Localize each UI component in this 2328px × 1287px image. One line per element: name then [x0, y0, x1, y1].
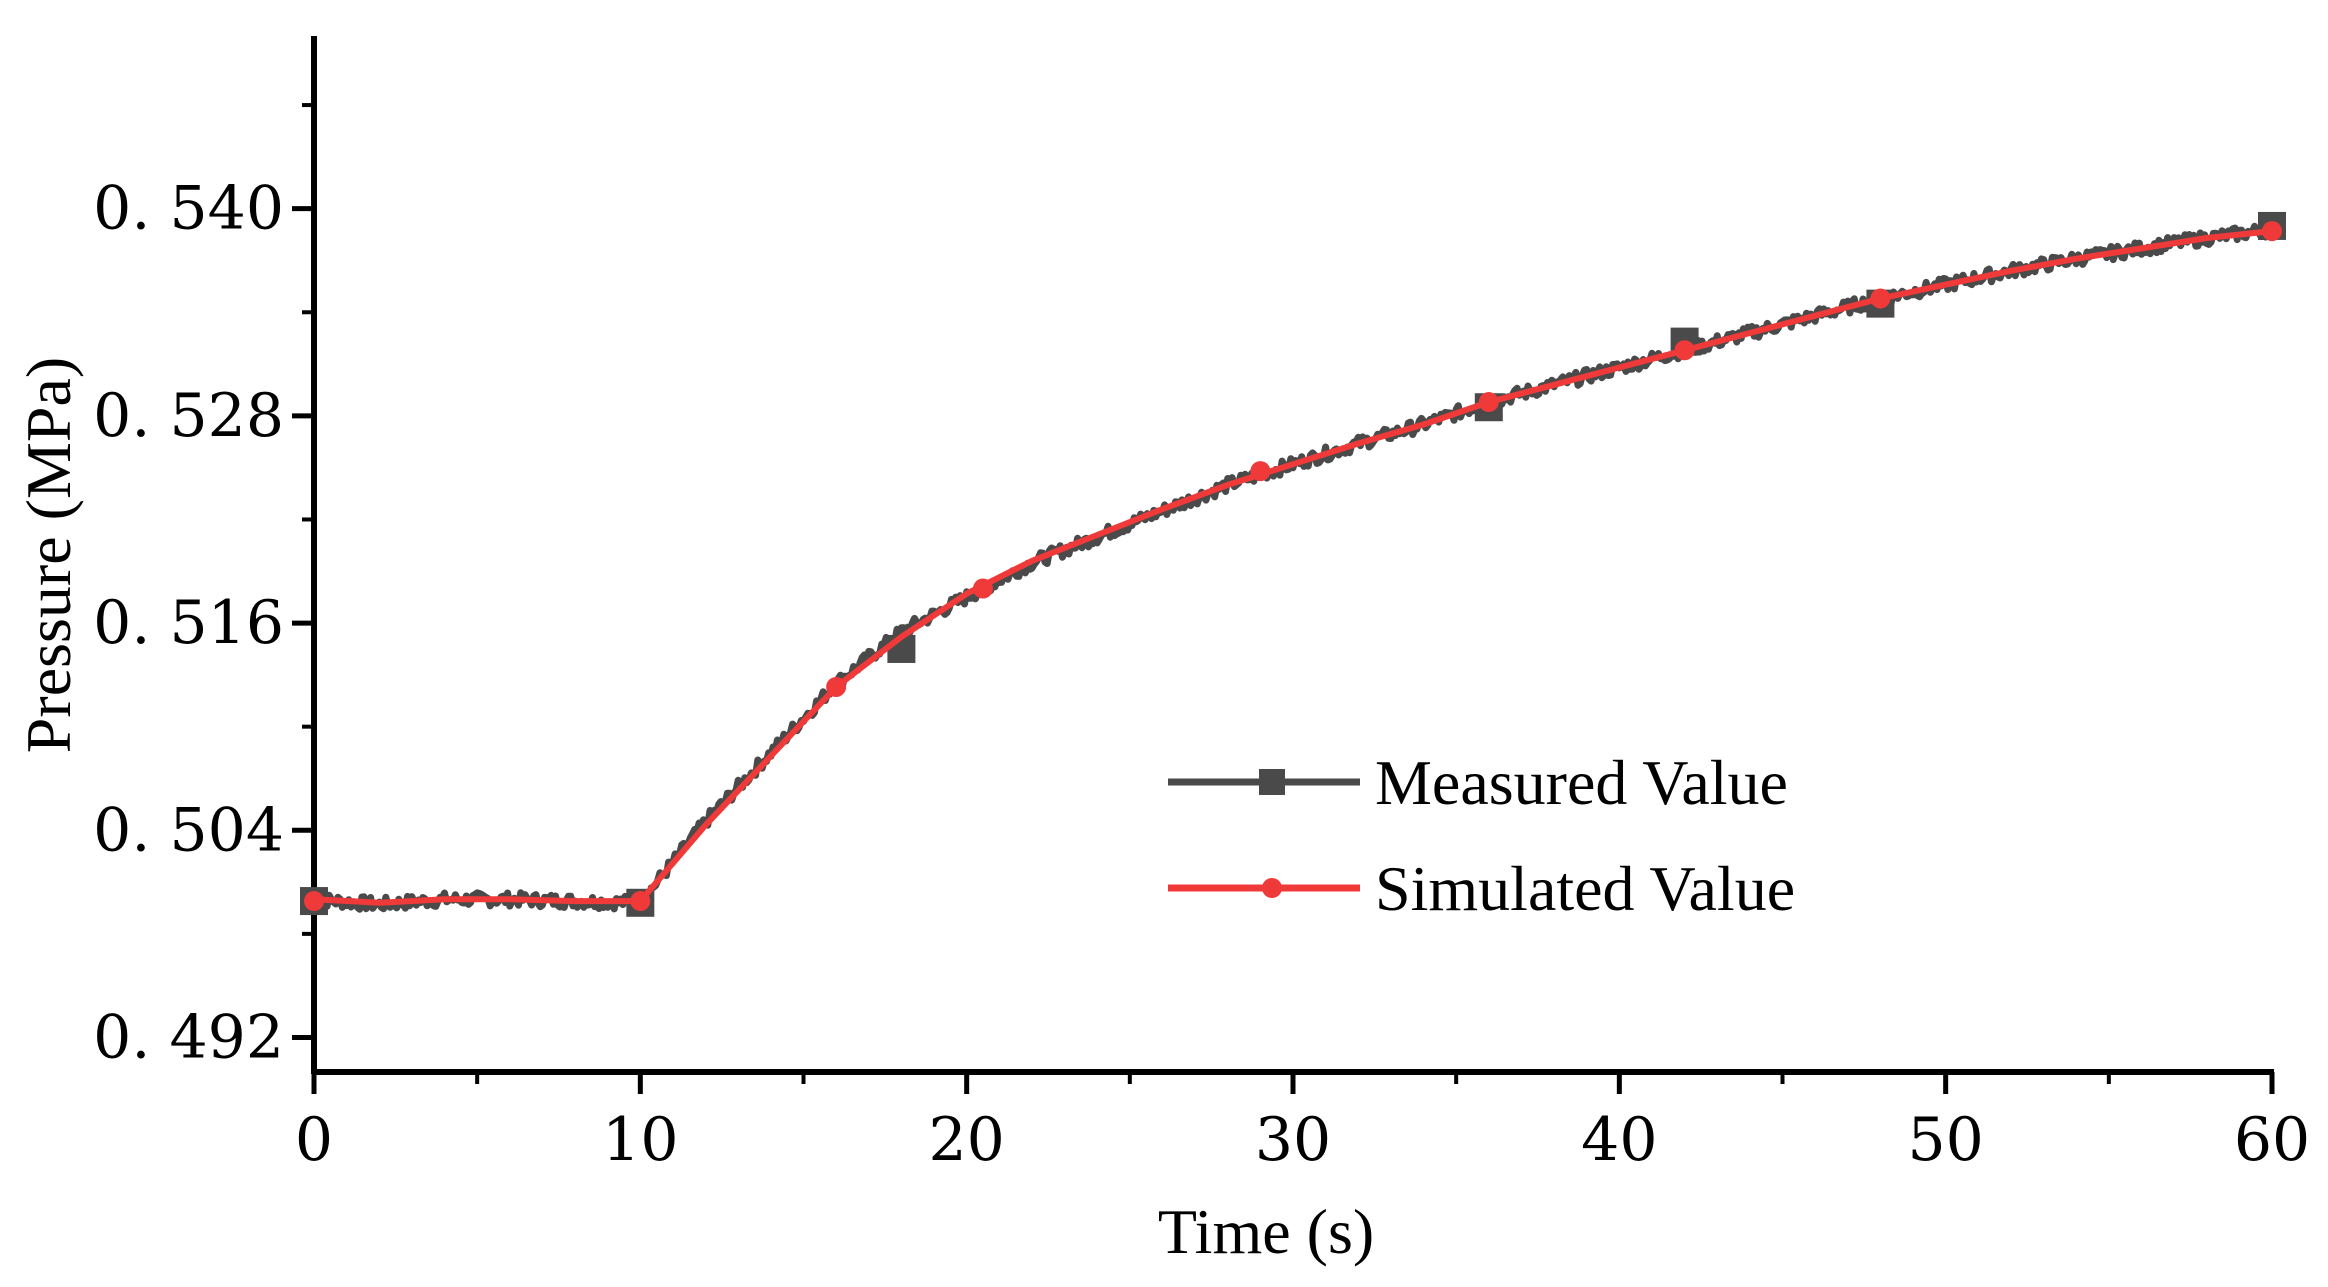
simulated-value-marker: [972, 578, 993, 599]
simulated-value-marker: [1478, 392, 1499, 413]
simulated-value-marker: [826, 676, 847, 697]
simulated-value-marker: [1674, 340, 1695, 361]
simulated-value-marker: [2262, 221, 2282, 242]
legend-simulated-value-marker: [1262, 878, 1282, 898]
x-axis-title: Time (s): [1158, 1196, 1374, 1267]
legend-simulated-value-label: Simulated Value: [1375, 853, 1795, 924]
simulated-value-marker: [630, 891, 651, 912]
simulated-value-marker: [1250, 461, 1271, 482]
legend-measured-value-marker: [1259, 769, 1285, 795]
legend-measured-value-label: Measured Value: [1375, 747, 1788, 818]
x-tick-label: 60: [2234, 1105, 2310, 1175]
chart-axes: 0 10 20 30 40 50 60 0. 492 0. 504 0. 516 0. 528 0. …: [93, 36, 2310, 1175]
simulated-value-marker: [1870, 288, 1891, 309]
x-tick-label: 50: [1907, 1105, 1983, 1175]
x-tick-label: 40: [1581, 1105, 1657, 1175]
y-tick-label: 0. 528: [93, 381, 284, 451]
y-tick-label: 0. 492: [93, 1002, 284, 1072]
chart-legend: Measured Value Simulated Value: [1168, 747, 1795, 924]
y-tick-label: 0. 516: [93, 588, 284, 658]
y-axis-title: Pressure (MPa): [13, 357, 84, 753]
y-tick-label: 0. 540: [93, 174, 284, 244]
chart-series: [300, 211, 2286, 917]
x-tick-label: 0: [295, 1105, 333, 1175]
x-tick-label: 30: [1255, 1105, 1331, 1175]
simulated-value-line: [313, 228, 2273, 906]
measured-value-line: [312, 220, 2274, 913]
x-tick-label: 10: [602, 1105, 678, 1175]
simulated-value-marker: [304, 891, 324, 912]
x-tick-label: 20: [928, 1105, 1004, 1175]
y-tick-label: 0. 504: [93, 795, 284, 865]
